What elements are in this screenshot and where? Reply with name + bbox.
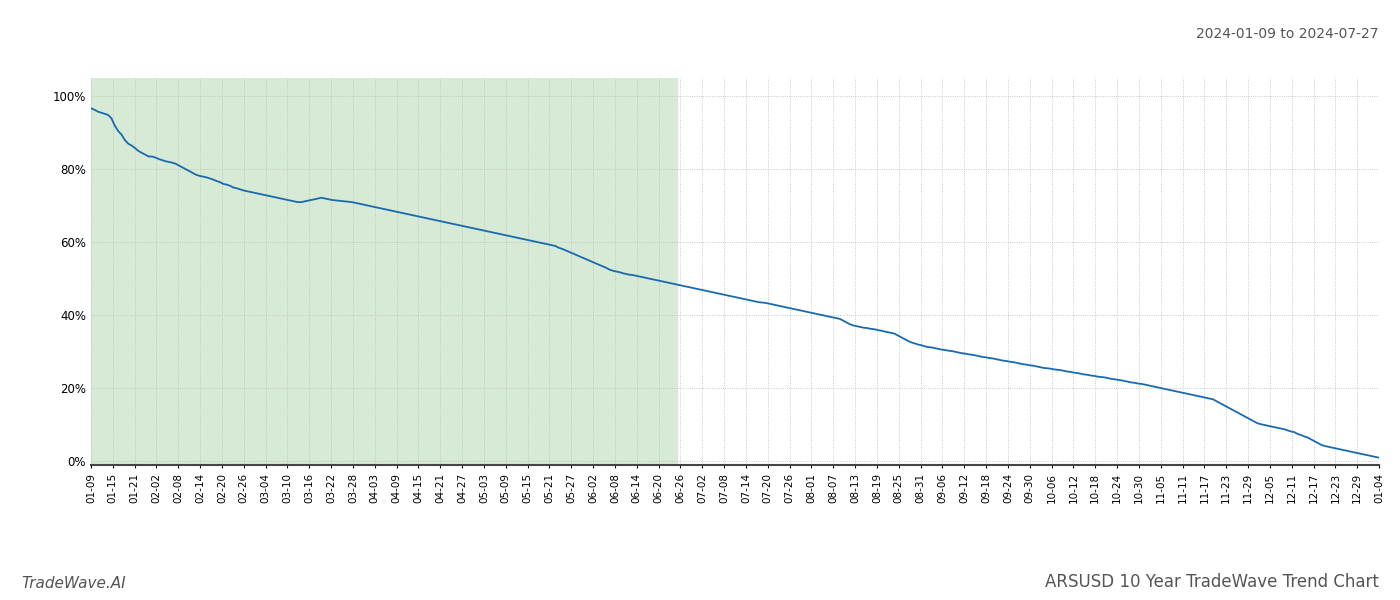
Text: TradeWave.AI: TradeWave.AI [21, 576, 126, 591]
Text: 2024-01-09 to 2024-07-27: 2024-01-09 to 2024-07-27 [1197, 27, 1379, 41]
Bar [91, 78, 678, 465]
Text: ARSUSD 10 Year TradeWave Trend Chart: ARSUSD 10 Year TradeWave Trend Chart [1046, 573, 1379, 591]
